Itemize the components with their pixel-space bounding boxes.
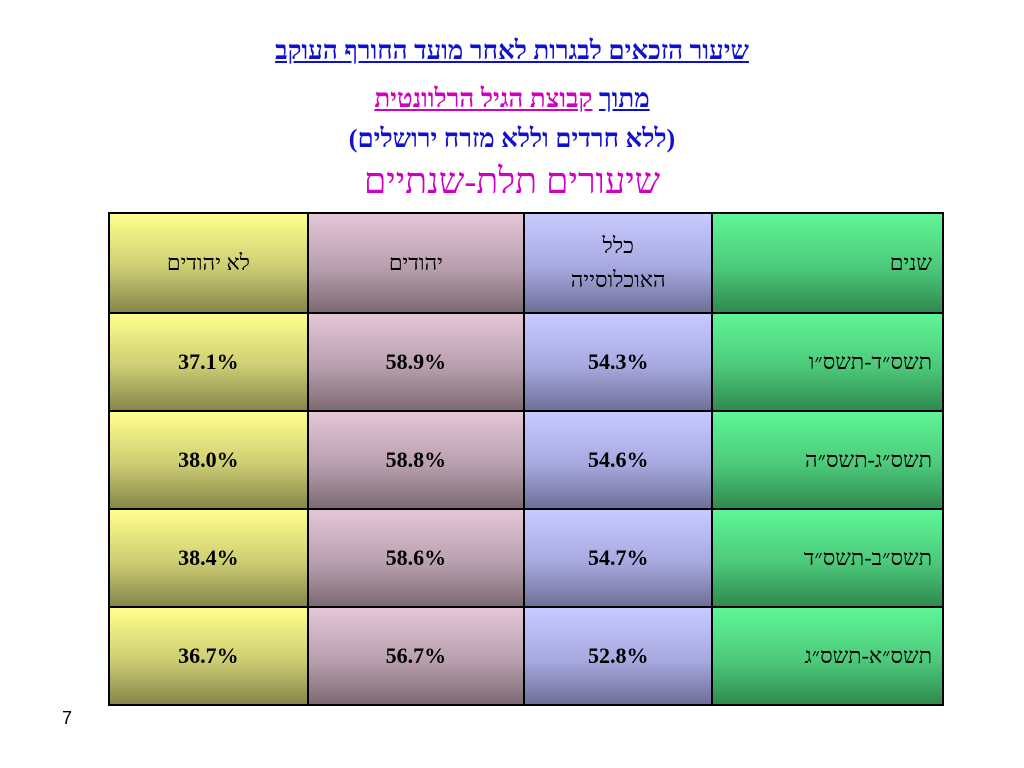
cell-all: 54.3% — [522, 312, 714, 412]
header-years: שנים — [711, 212, 944, 314]
table-header-row: שנים כלל האוכלוסייה יהודים לא יהודים — [108, 212, 944, 314]
table-row: תשס״ב-תשס״ד 54.7% 58.6% 38.4% — [108, 508, 944, 608]
cell-years: תשס״ד-תשס״ו — [711, 312, 944, 412]
header-jews: יהודים — [306, 212, 525, 314]
title-line-3: (ללא חרדים וללא מזרח ירושלים) — [348, 124, 676, 153]
cell-non-jews: 37.1% — [108, 312, 309, 412]
cell-non-jews: 36.7% — [108, 606, 309, 706]
cell-jews: 58.9% — [306, 312, 525, 412]
table-row: תשס״ג-תשס״ה 54.6% 58.8% 38.0% — [108, 410, 944, 510]
cell-years: תשס״ג-תשס״ה — [711, 410, 944, 510]
header-non-jews: לא יהודים — [108, 212, 309, 314]
cell-jews: 56.7% — [306, 606, 525, 706]
cell-all: 54.6% — [522, 410, 714, 510]
rates-table: שנים כלל האוכלוסייה יהודים לא יהודים תשס… — [108, 212, 944, 706]
title-line-2-part-b: קבוצת הגיל הרלוונטית — [374, 84, 593, 113]
table-row: תשס״א-תשס״ג 52.8% 56.7% 36.7% — [108, 606, 944, 706]
table-row: תשס״ד-תשס״ו 54.3% 58.9% 37.1% — [108, 312, 944, 412]
cell-non-jews: 38.0% — [108, 410, 309, 510]
cell-all: 52.8% — [522, 606, 714, 706]
title-line-2: מתוך קבוצת הגיל הרלוונטית — [0, 84, 1024, 114]
slide-number: 7 — [62, 708, 73, 728]
cell-non-jews: 38.4% — [108, 508, 309, 608]
cell-years: תשס״ב-תשס״ד — [711, 508, 944, 608]
title-line-2-part-a: מתוך — [598, 84, 650, 113]
header-all-line1: כלל — [602, 233, 634, 258]
cell-jews: 58.8% — [306, 410, 525, 510]
header-all-population: כלל האוכלוסייה — [522, 212, 714, 314]
title-line-1: שיעור הזכאים לבגרות לאחר מועד החורף העוק… — [275, 36, 749, 65]
header-all-line2: האוכלוסייה — [570, 267, 666, 292]
cell-all: 54.7% — [522, 508, 714, 608]
subtitle: שיעורים תלת-שנתיים — [363, 161, 661, 201]
cell-jews: 58.6% — [306, 508, 525, 608]
cell-years: תשס״א-תשס״ג — [711, 606, 944, 706]
